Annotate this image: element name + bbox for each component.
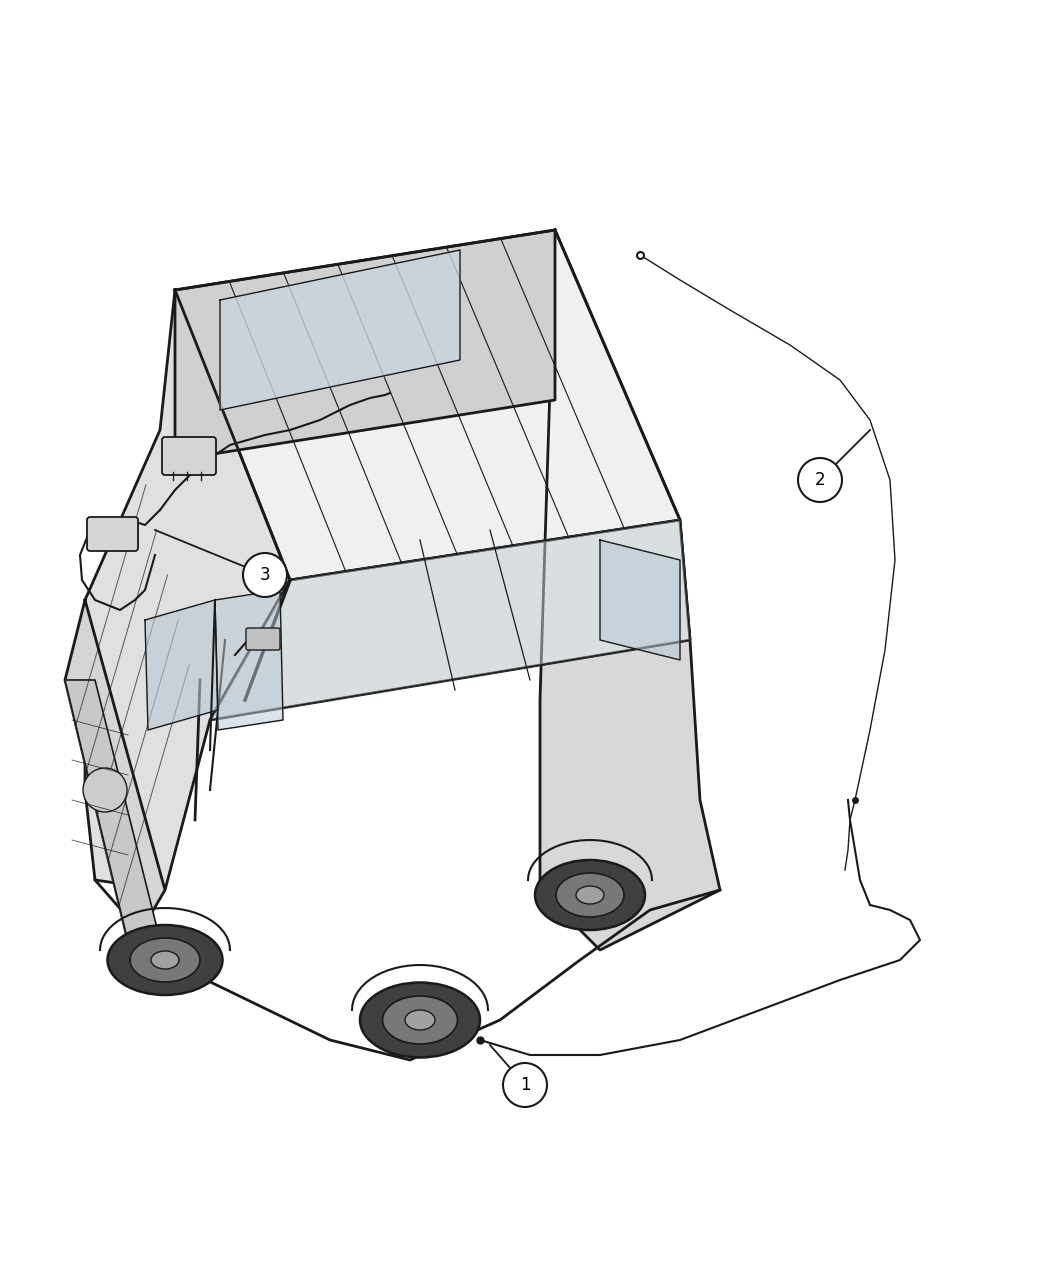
Polygon shape bbox=[600, 541, 680, 660]
Ellipse shape bbox=[576, 886, 604, 904]
Polygon shape bbox=[175, 230, 555, 460]
Ellipse shape bbox=[556, 873, 624, 917]
Polygon shape bbox=[210, 520, 690, 720]
Polygon shape bbox=[210, 520, 690, 720]
FancyBboxPatch shape bbox=[246, 629, 280, 650]
Circle shape bbox=[798, 458, 842, 502]
Polygon shape bbox=[215, 590, 284, 731]
Ellipse shape bbox=[151, 951, 178, 969]
Circle shape bbox=[503, 1063, 547, 1107]
FancyBboxPatch shape bbox=[87, 516, 138, 551]
Ellipse shape bbox=[360, 983, 480, 1057]
Circle shape bbox=[243, 553, 287, 597]
Polygon shape bbox=[85, 289, 290, 890]
Ellipse shape bbox=[536, 861, 645, 929]
Text: 3: 3 bbox=[259, 566, 270, 584]
Circle shape bbox=[83, 768, 127, 812]
Ellipse shape bbox=[107, 924, 223, 994]
Polygon shape bbox=[65, 601, 165, 950]
Ellipse shape bbox=[130, 938, 200, 982]
Polygon shape bbox=[145, 601, 218, 731]
Text: 1: 1 bbox=[520, 1076, 530, 1094]
Ellipse shape bbox=[382, 996, 458, 1044]
FancyBboxPatch shape bbox=[162, 437, 216, 476]
Polygon shape bbox=[220, 250, 460, 411]
Text: 2: 2 bbox=[815, 470, 825, 490]
Polygon shape bbox=[175, 230, 680, 580]
Polygon shape bbox=[65, 680, 165, 960]
Polygon shape bbox=[540, 230, 720, 950]
Ellipse shape bbox=[405, 1010, 435, 1030]
